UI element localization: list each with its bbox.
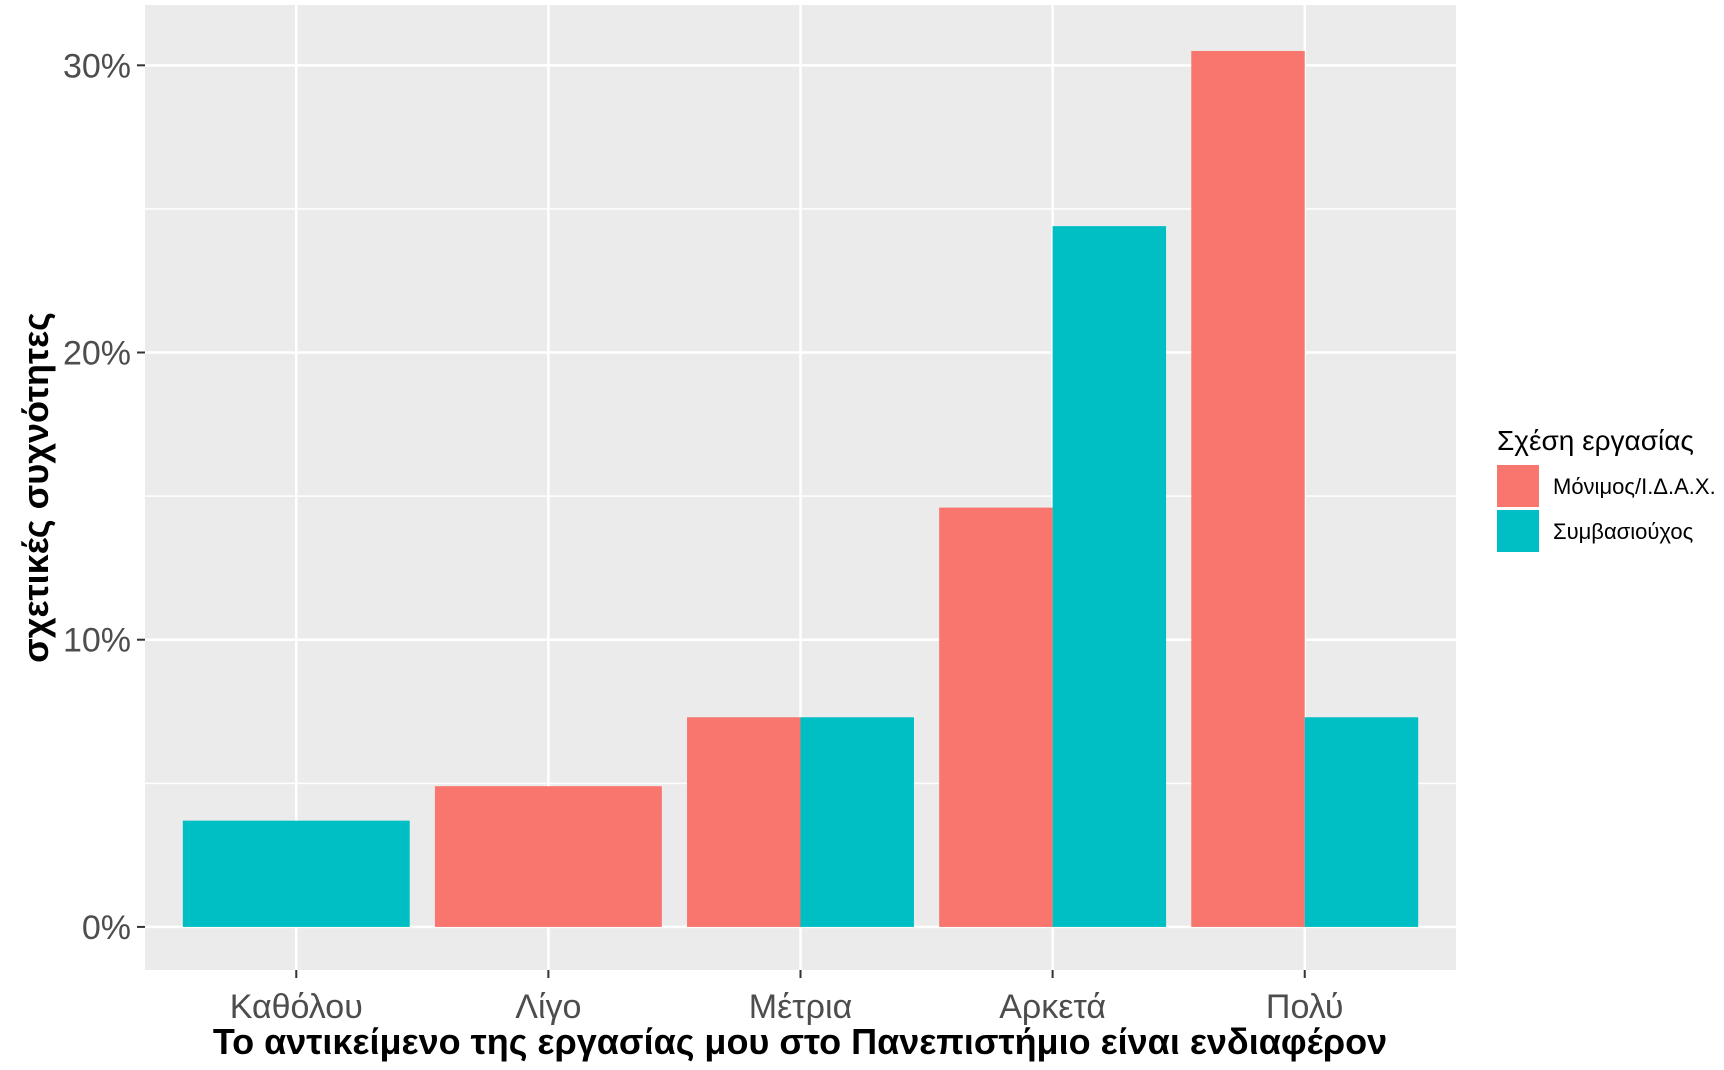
legend-label: Μόνιμος/Ι.Δ.Α.Χ. <box>1553 474 1716 499</box>
legend-swatch <box>1497 510 1539 552</box>
y-tick-label: 20% <box>63 335 131 373</box>
bar <box>1191 50 1305 927</box>
x-tick-label: Καθόλου <box>230 988 363 1026</box>
bar <box>1052 226 1167 927</box>
bar <box>939 507 1053 927</box>
bar <box>434 786 662 927</box>
x-axis: Καθόλου Λίγο Μέτρια Αρκετά Πολύ <box>230 970 1344 1026</box>
x-tick-label: Πολύ <box>1266 988 1344 1026</box>
x-tick-label: Μέτρια <box>749 988 852 1026</box>
legend-label: Συμβασιούχος <box>1553 519 1693 544</box>
y-tick-label: 30% <box>63 47 131 85</box>
bars <box>182 50 1419 927</box>
y-tick-label: 10% <box>63 622 131 660</box>
legend-title: Σχέση εργασίας <box>1497 425 1694 456</box>
x-tick-label: Αρκετά <box>999 988 1106 1026</box>
y-axis: 0% 10% 20% 30% <box>63 47 145 947</box>
legend: Σχέση εργασίας Μόνιμος/Ι.Δ.Α.Χ. Συμβασιού… <box>1497 425 1716 552</box>
x-tick-label: Λίγο <box>515 988 581 1026</box>
y-tick-label: 0% <box>82 909 131 947</box>
bar <box>182 820 410 927</box>
bar <box>1304 717 1419 927</box>
y-axis-title: σχετικές συχνότητες <box>15 312 56 663</box>
legend-swatch <box>1497 465 1539 507</box>
bar <box>800 717 914 927</box>
bar <box>687 717 801 927</box>
x-axis-title: Το αντικείμενο της εργασίας μου στο Πανε… <box>213 1021 1387 1062</box>
